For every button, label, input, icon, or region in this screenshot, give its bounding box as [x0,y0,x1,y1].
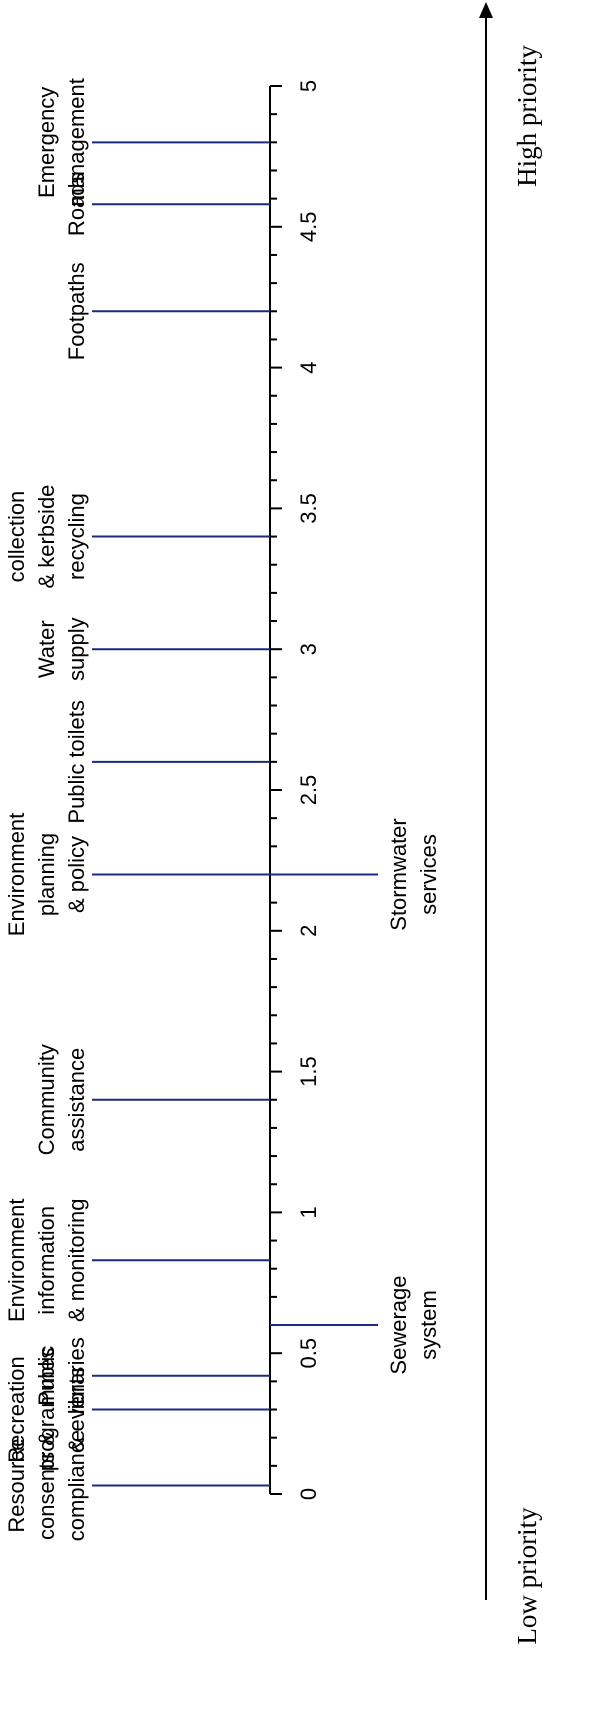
service-label-line: Footpaths [64,262,89,360]
service-label-line: compliance [64,1430,89,1541]
service-label: Footpaths [64,262,89,360]
service-label-line: collection [4,491,29,583]
service-label: Stormwater services [386,818,441,930]
tick-label: 5 [296,80,321,92]
service-label-line: & events [64,1367,89,1453]
tick-label: 2 [296,925,321,937]
tick-label: 3.5 [296,493,321,524]
service-label-line: management [64,78,89,206]
service-label-line: Stormwater [386,818,411,930]
service-label-line: libraries [64,1337,89,1414]
tick-label: 1 [296,1206,321,1218]
tick-label: 3 [296,643,321,655]
service-label-line: Roads [64,172,89,236]
service-label: Public toilets [64,700,89,824]
service-label: Recreation programmes & events [4,1348,89,1471]
high-priority-label: High priority [512,45,542,187]
service-label: Water supply [34,617,89,681]
service-label-line: services [416,834,441,915]
priority-arrow: Low priority High priority [479,2,542,1645]
service-label: Environment information & monitoring [4,1199,89,1323]
service-label-line: Public toilets [64,700,89,824]
service-label: Emergency management [34,78,89,206]
service-label-line: & policy [64,836,89,913]
leader-lines [92,141,378,1487]
low-priority-label: Low priority [512,1507,542,1645]
tick-label: 1.5 [296,1056,321,1087]
tick-label: 4 [296,361,321,373]
service-label-line: Community [34,1044,59,1155]
service-label-line: assistance [64,1048,89,1152]
service-label-line: planning [34,833,59,916]
service-label-line: information [34,1206,59,1315]
tick-label: 0 [296,1488,321,1500]
service-label: Public libraries [34,1337,89,1414]
service-label-line: Sewerage [386,1276,411,1375]
service-label-line: consents & [34,1431,59,1540]
tick-label: 4.5 [296,212,321,243]
service-label-line: & monitoring [64,1199,89,1323]
priority-arrow-head [479,2,493,18]
service-label-line: system [416,1290,441,1360]
service-label-line: Water [34,620,59,678]
priority-axis: 0 0.5 1 1.5 2 2.5 3 3.5 4 4.5 5 [269,80,321,1500]
service-label-line: & kerbside [34,485,59,589]
tick-label: 2.5 [296,775,321,806]
service-label-line: Resource [4,1438,29,1532]
service-label-line: programmes [34,1348,59,1471]
service-label: Environment planning & policy [4,813,89,937]
service-label: Resource consents & compliance [4,1430,89,1541]
service-label-line: Environment [4,1199,29,1323]
service-label-line: Recreation [4,1356,29,1462]
service-label-line: recycling [64,493,89,580]
service-label-line: supply [64,617,89,681]
service-label: Community assistance [34,1044,89,1155]
service-label-line: Environment [4,813,29,937]
service-label: Sewerage system [386,1276,441,1375]
service-label-line: Emergency [34,87,59,198]
tick-label: 0.5 [296,1338,321,1369]
service-label: Roads [64,172,89,236]
service-label-line: Public [34,1346,59,1406]
